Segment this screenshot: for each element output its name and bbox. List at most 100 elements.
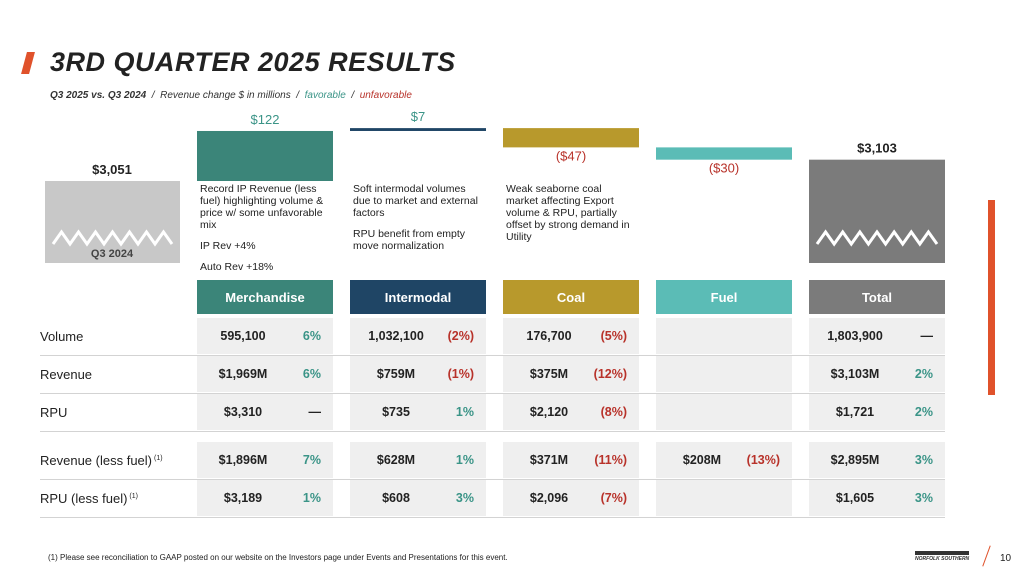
description-item: IP Rev +4% — [200, 240, 256, 252]
footnote: (1) Please see reconciliation to GAAP po… — [48, 553, 508, 562]
step-label: ($47) — [556, 148, 586, 163]
row-label-text: Volume — [40, 329, 84, 344]
row-label-text: Revenue — [40, 367, 93, 382]
cell: $3,189 1% — [197, 480, 333, 516]
cell-value: $759M — [376, 367, 416, 381]
separator: / — [151, 90, 155, 101]
start-bar — [45, 181, 180, 263]
row-line — [40, 517, 945, 518]
cell-change: 2% — [914, 367, 933, 381]
step-bar — [350, 128, 486, 131]
step-bar — [197, 130, 333, 181]
cell — [656, 356, 792, 392]
row-label: RPU — [40, 405, 67, 420]
description: Weak seaborne coal market affecting Expo… — [506, 183, 634, 252]
description-item: Auto Rev +18% — [200, 261, 274, 273]
cell-value: $1,721 — [835, 405, 875, 419]
break-mark — [815, 229, 939, 247]
cell-change: (7%) — [600, 491, 627, 505]
cell: $375M (12%) — [503, 356, 639, 392]
page-number: 10 — [1000, 553, 1012, 564]
cell-value: 176,700 — [526, 329, 572, 343]
cell: $735 1% — [350, 394, 486, 430]
cell-value: $208M — [682, 453, 722, 467]
cell-value: $628M — [376, 453, 416, 467]
cell-change: (5%) — [600, 329, 627, 343]
cell: $3,310 — — [197, 394, 333, 430]
row-label: RPU (less fuel) (1) — [40, 491, 138, 506]
favorable-key: favorable — [304, 90, 346, 101]
cell-value: $371M — [529, 453, 569, 467]
column-header: Intermodal — [350, 280, 486, 314]
row-label: Revenue (less fuel) (1) — [40, 453, 163, 468]
description-item: Record IP Revenue (less fuel) highlighti… — [200, 183, 324, 231]
logo: NORFOLK SOUTHERN — [915, 551, 970, 562]
start-label: $3,051 — [92, 162, 132, 177]
cell-value: $608 — [382, 491, 410, 505]
cell-value: $2,096 — [529, 491, 569, 505]
row-label-text: RPU — [40, 405, 68, 420]
cell: 176,700 (5%) — [503, 318, 639, 354]
cell-change: 6% — [302, 367, 321, 381]
subtitle: Q3 2025 vs. Q3 2024 / Revenue change $ i… — [50, 90, 412, 101]
unfavorable-key: unfavorable — [359, 90, 412, 101]
footer-divider — [982, 545, 991, 567]
start-caption: Q3 2024 — [91, 248, 134, 260]
cell-value: $1,896M — [218, 453, 268, 467]
cell: $2,120 (8%) — [503, 394, 639, 430]
cell-value: 1,032,100 — [368, 329, 424, 343]
cell-change: 6% — [302, 329, 321, 343]
column-header: Merchandise — [197, 280, 333, 314]
total-bar — [809, 159, 945, 263]
cell-value: $735 — [382, 405, 410, 419]
column-header: Total — [809, 280, 945, 314]
cell-value: $1,969M — [218, 367, 268, 381]
step-label: $122 — [251, 112, 280, 127]
cell-change: — — [920, 329, 934, 343]
cell: $2,895M 3% — [809, 442, 945, 478]
cell-change: (12%) — [593, 367, 627, 381]
cell-change: — — [308, 405, 322, 419]
cell-value: $1,605 — [835, 491, 875, 505]
cell-value: 1,803,900 — [827, 329, 883, 343]
description: Soft intermodal volumes due to market an… — [353, 183, 481, 261]
cell — [656, 394, 792, 430]
title: 3RD QUARTER 2025 RESULTS — [50, 47, 456, 77]
cell: 1,032,100 (2%) — [350, 318, 486, 354]
row-line — [40, 393, 945, 394]
cell: $208M (13%) — [656, 442, 792, 478]
break-mark — [51, 229, 174, 247]
cell: $2,096 (7%) — [503, 480, 639, 516]
cell-change: 2% — [914, 405, 933, 419]
description-item: RPU benefit from empty move normalizatio… — [353, 228, 466, 252]
description: Record IP Revenue (less fuel) highlighti… — [200, 183, 328, 282]
row-label: Revenue — [40, 367, 92, 382]
cell-value: $3,189 — [223, 491, 263, 505]
description-item: Soft intermodal volumes due to market an… — [353, 183, 478, 219]
cell-change: 1% — [302, 491, 321, 505]
cell-change: (8%) — [600, 405, 627, 419]
row-label-text: RPU (less fuel) — [40, 491, 128, 506]
row-note: (1) — [129, 492, 138, 500]
cell: $1,896M 7% — [197, 442, 333, 478]
cell-change: 3% — [914, 491, 933, 505]
cell: 1,803,900 — — [809, 318, 945, 354]
row-note: (1) — [154, 454, 163, 462]
cell-change: 1% — [455, 453, 474, 467]
cell: $608 3% — [350, 480, 486, 516]
step-label: $7 — [411, 109, 425, 124]
row-line — [40, 431, 945, 432]
step-bar — [656, 147, 792, 160]
cell-change: 3% — [914, 453, 933, 467]
cell: $628M 1% — [350, 442, 486, 478]
cell: $1,721 2% — [809, 394, 945, 430]
cell: 595,100 6% — [197, 318, 333, 354]
cell: $371M (11%) — [503, 442, 639, 478]
cell-value: $3,310 — [223, 405, 263, 419]
cell: $759M (1%) — [350, 356, 486, 392]
separator: / — [296, 90, 300, 101]
total-label: $3,103 — [857, 141, 897, 156]
cell-value: $375M — [529, 367, 569, 381]
subtitle-lead: Q3 2025 vs. Q3 2024 — [50, 90, 147, 101]
